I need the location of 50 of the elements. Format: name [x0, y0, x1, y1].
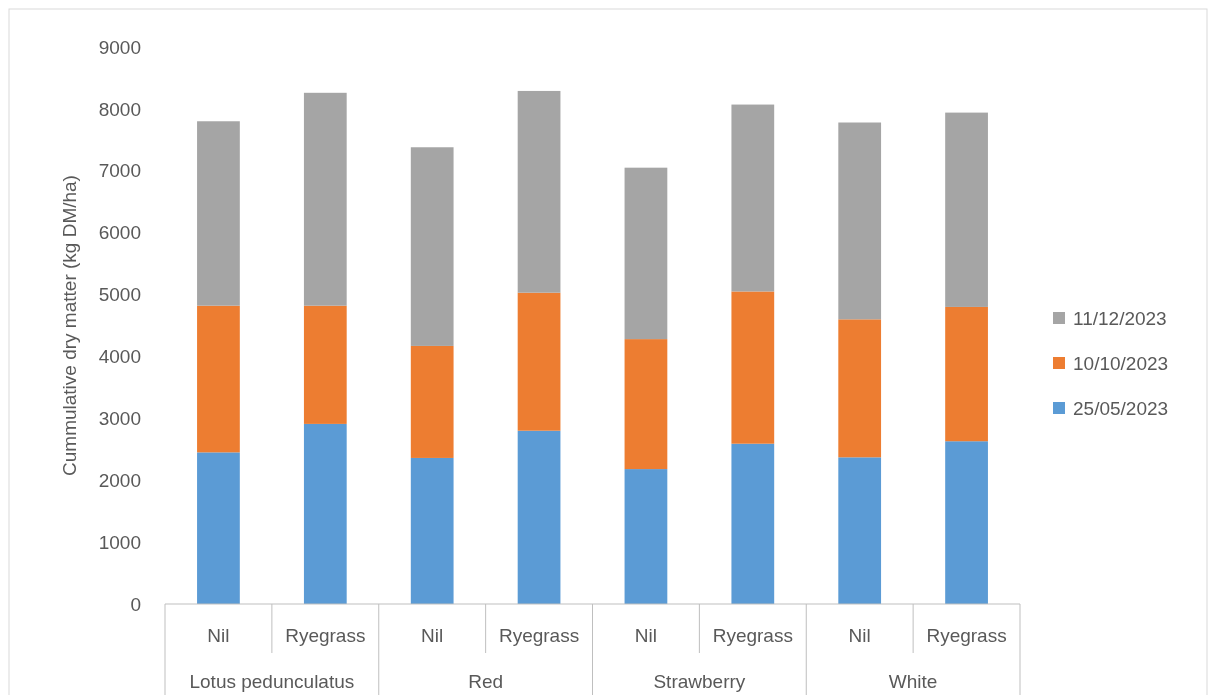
text: Lotus pedunculatus: [189, 670, 355, 692]
y-tick-label: 2000: [98, 469, 141, 491]
bar: [838, 457, 882, 604]
bar: [624, 339, 668, 470]
x-tick-label: Ryegrass: [926, 624, 1007, 646]
y-tick-label: 0: [130, 593, 141, 615]
bar: [303, 305, 347, 424]
x-tick-label: Ryegrass: [498, 624, 580, 646]
bar: [731, 291, 775, 444]
bar: [517, 430, 561, 604]
bar: [517, 90, 561, 293]
bar: [624, 469, 668, 604]
bar: [197, 452, 240, 604]
x-tick-label: Nil: [848, 624, 871, 646]
x-tick-label: Nil: [207, 624, 230, 646]
text: Strawberry: [653, 670, 746, 692]
bar: [945, 306, 988, 442]
y-tick-label: 3000: [98, 407, 141, 429]
bar: [838, 319, 882, 458]
y-tick-label: 1000: [98, 531, 141, 553]
bar: [410, 147, 454, 346]
bar: [945, 112, 988, 307]
bar: [731, 443, 775, 604]
y-tick-label: 8000: [98, 98, 141, 120]
text: White: [888, 670, 938, 692]
legend-label: 11/12/2023: [1073, 307, 1167, 329]
bar: [945, 441, 988, 604]
bar: [410, 457, 454, 604]
legend-label: 10/10/2023: [1073, 352, 1169, 374]
bar: [197, 305, 240, 453]
bar: [303, 92, 347, 306]
y-tick-label: 6000: [98, 222, 141, 244]
bar: [410, 345, 454, 458]
y-tick-label: 7000: [98, 160, 141, 182]
x-tick-label: Nil: [634, 624, 658, 646]
x-tick-label: Nil: [421, 624, 444, 646]
bar: [624, 167, 668, 340]
bar: [303, 423, 347, 604]
y-axis-title: Cummulative dry matter (kg DM/ha): [59, 175, 80, 476]
x-tick-label: Ryegrass: [285, 624, 366, 646]
text: Red: [468, 670, 504, 692]
y-tick-label: 4000: [98, 346, 141, 368]
bar: [517, 292, 561, 431]
bar: [197, 121, 240, 306]
y-tick-label: 5000: [98, 284, 141, 306]
y-tick-label: 9000: [98, 36, 141, 58]
bar: [838, 122, 882, 320]
bar: [731, 104, 775, 292]
legend-label: 25/05/2023: [1073, 397, 1169, 419]
x-tick-label: Ryegrass: [712, 624, 793, 646]
